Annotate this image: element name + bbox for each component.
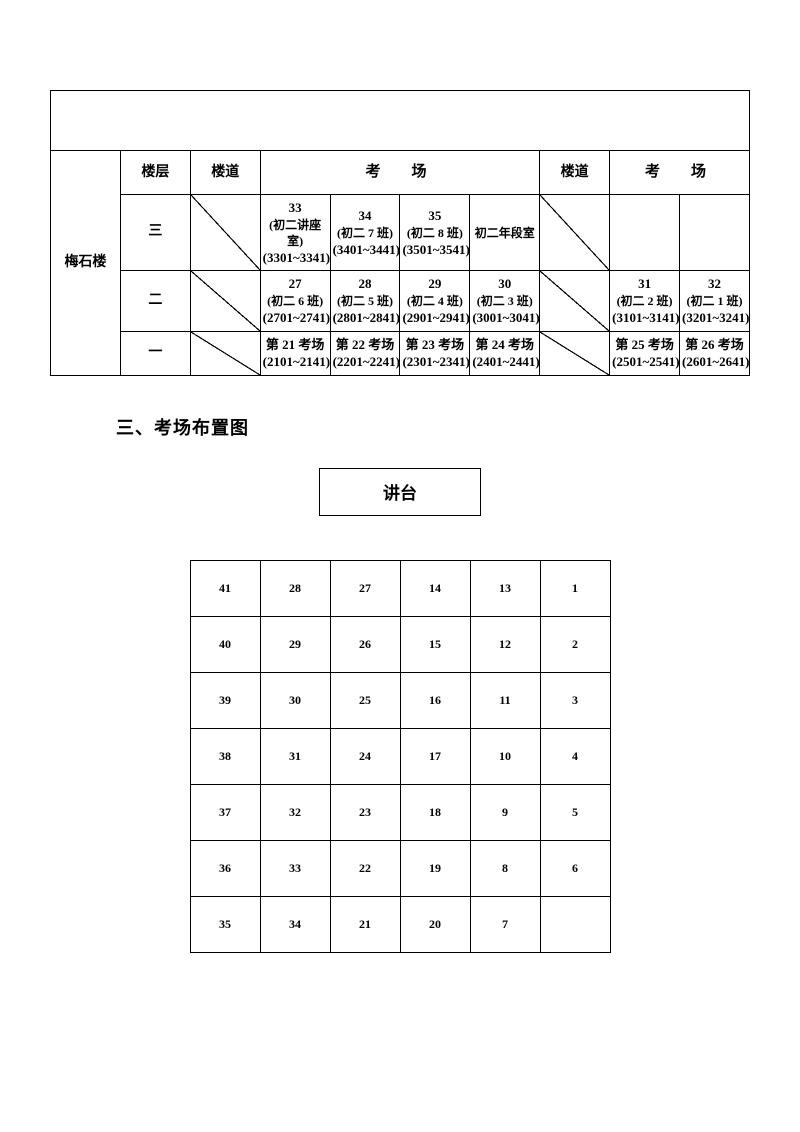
room-2-3: 30 (初二 3 班) (3001~3041) [470, 271, 540, 331]
seat-cell: 8 [470, 840, 540, 896]
seat-cell: 15 [400, 616, 470, 672]
corridor-3-left [190, 195, 260, 271]
exam-header-right: 考 场 [610, 151, 750, 195]
seat-cell: 1 [540, 560, 610, 616]
room-1-0: 第 21 考场 (2101~2141) [260, 331, 330, 375]
seat-cell: 3 [540, 672, 610, 728]
seat-cell: 34 [260, 896, 330, 952]
lectern-label: 讲台 [383, 479, 417, 504]
banner-blank [51, 91, 750, 151]
seat-cell [540, 896, 610, 952]
seat-cell: 19 [400, 840, 470, 896]
seat-cell: 26 [330, 616, 400, 672]
seating-layout-table: 4128271413140292615122393025161133831241… [190, 560, 611, 953]
seat-cell: 30 [260, 672, 330, 728]
seat-cell: 6 [540, 840, 610, 896]
building-table: 梅石楼 楼层 楼道 考 场 楼道 考 场 三 33 (初二讲座室) (3301~… [50, 90, 750, 376]
floor-label-3: 三 [120, 195, 190, 271]
seat-cell: 32 [260, 784, 330, 840]
seat-cell: 27 [330, 560, 400, 616]
seat-cell: 18 [400, 784, 470, 840]
room-2-4: 31 (初二 2 班) (3101~3141) [610, 271, 680, 331]
seat-cell: 20 [400, 896, 470, 952]
seat-cell: 33 [260, 840, 330, 896]
room-1-3: 第 24 考场 (2401~2441) [470, 331, 540, 375]
seat-cell: 5 [540, 784, 610, 840]
seat-cell: 37 [190, 784, 260, 840]
lectern-box: 讲台 [319, 468, 481, 516]
room-2-5: 32 (初二 1 班) (3201~3241) [680, 271, 750, 331]
seat-cell: 16 [400, 672, 470, 728]
room-1-1: 第 22 考场 (2201~2241) [330, 331, 400, 375]
seat-cell: 35 [190, 896, 260, 952]
room-2-2: 29 (初二 4 班) (2901~2941) [400, 271, 470, 331]
seat-cell: 22 [330, 840, 400, 896]
room-2-0: 27 (初二 6 班) (2701~2741) [260, 271, 330, 331]
seat-cell: 21 [330, 896, 400, 952]
room-3-2: 35 (初二 8 班) (3501~3541) [400, 195, 470, 271]
exam-header-left: 考 场 [260, 151, 540, 195]
seat-cell: 40 [190, 616, 260, 672]
corridor-2-left [190, 271, 260, 331]
seat-cell: 38 [190, 728, 260, 784]
seat-cell: 2 [540, 616, 610, 672]
room-3-5 [680, 195, 750, 271]
room-1-4: 第 25 考场 (2501~2541) [610, 331, 680, 375]
seat-cell: 12 [470, 616, 540, 672]
corridor-2-right [540, 271, 610, 331]
floor-label-2: 二 [120, 271, 190, 331]
corridor-3-right [540, 195, 610, 271]
seat-cell: 36 [190, 840, 260, 896]
floor-header: 楼层 [120, 151, 190, 195]
seat-cell: 39 [190, 672, 260, 728]
seat-cell: 10 [470, 728, 540, 784]
seat-cell: 25 [330, 672, 400, 728]
building-name: 梅石楼 [51, 151, 121, 376]
building-name-text: 梅石楼 [64, 255, 106, 270]
room-3-1: 34 (初二 7 班) (3401~3441) [330, 195, 400, 271]
seat-cell: 31 [260, 728, 330, 784]
seat-cell: 41 [190, 560, 260, 616]
room-1-2: 第 23 考场 (2301~2341) [400, 331, 470, 375]
room-1-5: 第 26 考场 (2601~2641) [680, 331, 750, 375]
room-2-1: 28 (初二 5 班) (2801~2841) [330, 271, 400, 331]
floor-label-1: 一 [120, 331, 190, 375]
corridor-1-left [190, 331, 260, 375]
seat-cell: 11 [470, 672, 540, 728]
room-3-0: 33 (初二讲座室) (3301~3341) [260, 195, 330, 271]
seat-cell: 13 [470, 560, 540, 616]
room-3-4 [610, 195, 680, 271]
section-title: 三、考场布置图 [116, 414, 750, 440]
seat-cell: 4 [540, 728, 610, 784]
corridor-header-right: 楼道 [540, 151, 610, 195]
seat-cell: 28 [260, 560, 330, 616]
corridor-1-right [540, 331, 610, 375]
seat-cell: 14 [400, 560, 470, 616]
seat-cell: 7 [470, 896, 540, 952]
seat-cell: 29 [260, 616, 330, 672]
seat-cell: 23 [330, 784, 400, 840]
seat-cell: 24 [330, 728, 400, 784]
seat-cell: 17 [400, 728, 470, 784]
seat-cell: 9 [470, 784, 540, 840]
corridor-header-left: 楼道 [190, 151, 260, 195]
room-3-3: 初二年段室 [470, 195, 540, 271]
